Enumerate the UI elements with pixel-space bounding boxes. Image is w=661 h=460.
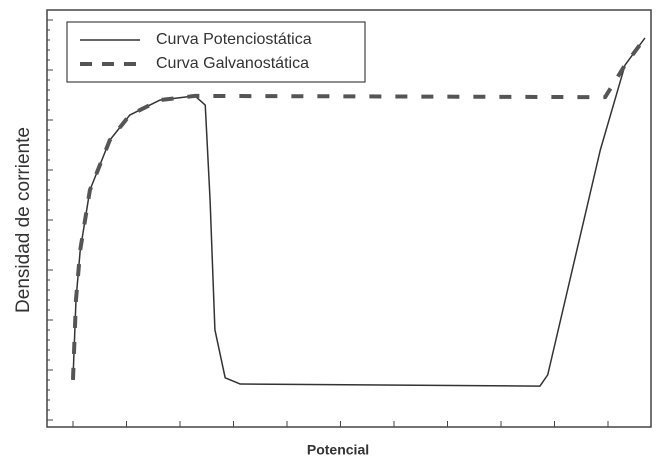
plot-frame bbox=[46, 9, 652, 428]
legend-label: Curva Galvanostática bbox=[156, 55, 309, 72]
series-line bbox=[72, 37, 646, 387]
y-axis-label: Densidad de corriente bbox=[13, 127, 34, 313]
x-axis-label: Potencial bbox=[307, 442, 369, 458]
legend-label: Curva Potenciostática bbox=[156, 31, 312, 48]
series-line bbox=[70, 36, 647, 380]
legend-box bbox=[66, 21, 366, 83]
